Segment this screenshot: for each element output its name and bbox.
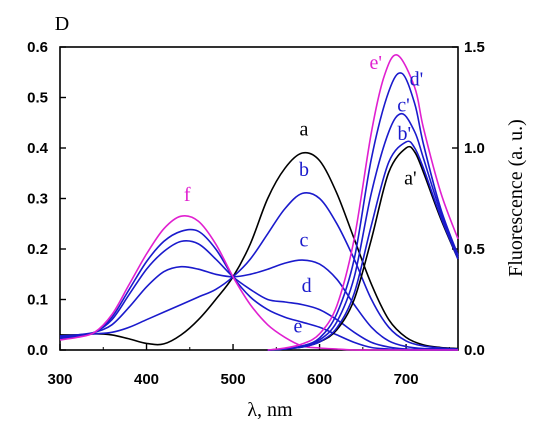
y-left-tick-label: 0.2 — [27, 241, 48, 258]
curve-label-a: a — [300, 118, 309, 140]
y-left-tick-label: 0.3 — [27, 191, 48, 208]
curve-label-e: e — [293, 315, 302, 337]
curve-label-b-prime: b' — [398, 123, 412, 145]
x-axis-title: λ, nm — [247, 399, 293, 421]
series-group — [59, 54, 459, 351]
y-right-tick-label: 0.5 — [464, 241, 485, 258]
y-right-tick-label: 1.0 — [464, 140, 485, 157]
curve-label-d-prime: d' — [410, 68, 424, 90]
curve-label-e-prime: e' — [370, 52, 382, 74]
y-right-tick-label: 0.0 — [464, 342, 485, 359]
curve-label-d: d — [302, 275, 312, 297]
curve-label-f: f — [184, 184, 191, 206]
fluorescence-series-d-prime — [267, 72, 459, 351]
x-tick-label: 600 — [307, 371, 332, 388]
y-left-axis-ticks: 0.0 0.1 0.2 0.3 0.4 0.5 0.6 — [27, 39, 66, 359]
absorption-series-b — [59, 192, 459, 350]
y-left-tick-label: 0.0 — [27, 342, 48, 359]
x-tick-label: 300 — [47, 371, 72, 388]
curve-label-c: c — [300, 229, 309, 251]
fluorescence-series-b-prime — [267, 140, 459, 351]
curve-label-b: b — [299, 159, 309, 181]
curve-labels: ab c de f e' d'c' b' a' — [184, 52, 423, 337]
x-tick-label: 400 — [134, 371, 159, 388]
y-right-axis-ticks: 0.0 0.5 1.0 1.5 — [452, 39, 485, 359]
y-left-tick-label: 0.1 — [27, 292, 48, 309]
y-right-axis-title: Fluorescence (a. u.) — [505, 119, 527, 277]
y-right-tick-label: 1.5 — [464, 39, 485, 56]
absorption-series-d — [59, 240, 459, 351]
absorption-series-f — [59, 214, 458, 351]
curve-label-c-prime: c' — [397, 95, 409, 117]
absorption-series-c — [59, 259, 459, 351]
y-left-tick-label: 0.4 — [27, 140, 49, 157]
fluorescence-series-e-prime — [267, 54, 459, 351]
x-tick-label: 500 — [221, 371, 246, 388]
y-left-axis-title: D — [55, 13, 69, 35]
absorption-series-e — [59, 228, 458, 351]
x-tick-label: 700 — [394, 371, 419, 388]
absorption-series-a — [59, 151, 459, 350]
y-left-tick-label: 0.5 — [27, 90, 48, 107]
curve-label-a-prime: a' — [404, 167, 416, 189]
y-left-tick-label: 0.6 — [27, 39, 48, 56]
